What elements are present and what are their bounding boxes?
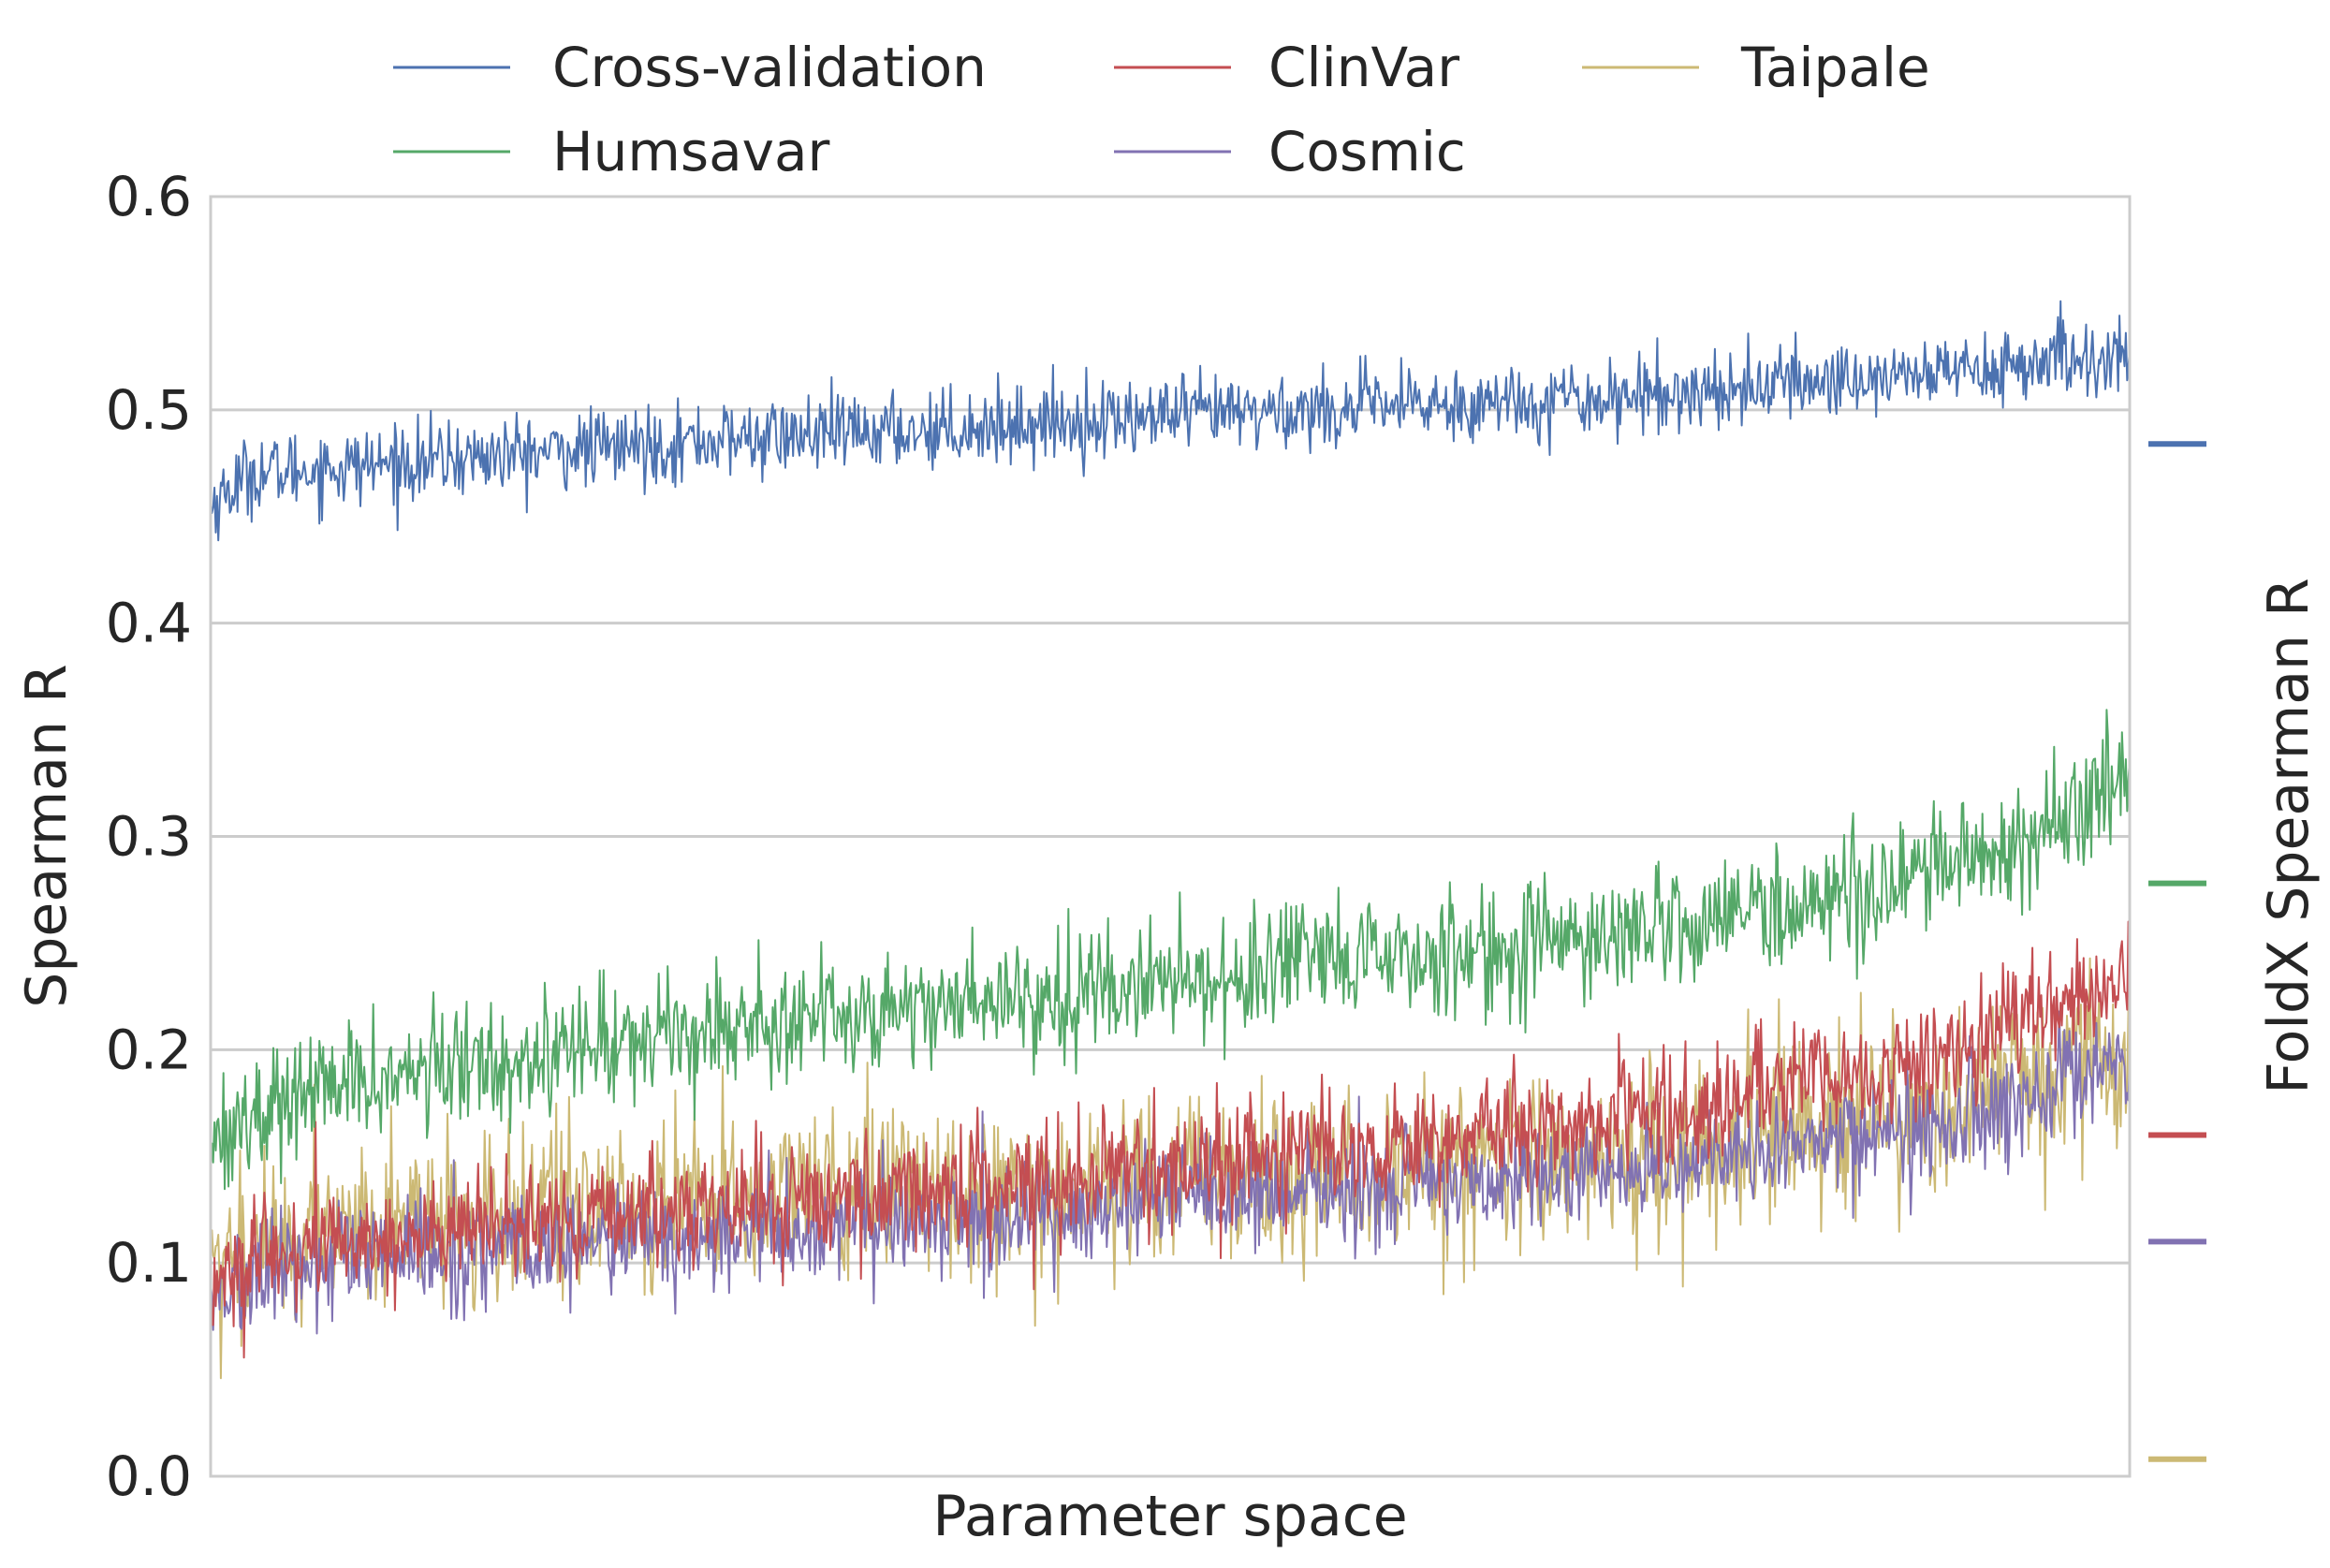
- y-tick-label-1: 0.1: [106, 1231, 192, 1295]
- y-tick-label-3: 0.3: [106, 805, 192, 869]
- legend-label: Humsavar: [552, 120, 829, 183]
- y-tick-labels: 0.0 0.1 0.2 0.3 0.4 0.5 0.6: [106, 165, 192, 1508]
- legend-item-clinvar: ClinVar: [1114, 36, 1459, 99]
- legend-label: Cosmic: [1268, 120, 1466, 183]
- plot-frame: [209, 195, 2132, 1478]
- foldx-markers: [2148, 441, 2206, 1462]
- legend-item-cosmic: Cosmic: [1114, 120, 1466, 183]
- legend-item-taipale: Taipale: [1582, 36, 1930, 99]
- series-line-humsavar: [210, 709, 2131, 1191]
- legend-label: ClinVar: [1268, 36, 1459, 99]
- x-axis-title: Parameter space: [932, 1484, 1407, 1549]
- series-line-clinvar: [210, 920, 2131, 1359]
- y-axis-title: Spearman R: [14, 664, 80, 1007]
- legend-item-humsavar: Humsavar: [393, 120, 829, 183]
- series-line-cosmic: [210, 1010, 2131, 1335]
- y-tick-label-6: 0.6: [106, 165, 192, 228]
- y-tick-label-5: 0.5: [106, 378, 192, 442]
- legend: Cross-validation Humsavar ClinVar Cosmic Tai…: [393, 36, 1930, 183]
- legend-label: Cross-validation: [552, 36, 987, 99]
- series-line-cross-validation: [210, 300, 2131, 542]
- legend-item-cross-validation: Cross-validation: [393, 36, 987, 99]
- y-tick-label-4: 0.4: [106, 592, 192, 655]
- legend-label: Taipale: [1740, 36, 1930, 99]
- y-tick-label-0: 0.0: [106, 1444, 192, 1508]
- series-lines: [210, 300, 2131, 1380]
- y2-axis-title: FoldX Spearman R: [2256, 578, 2322, 1093]
- y-tick-label-2: 0.2: [106, 1018, 192, 1081]
